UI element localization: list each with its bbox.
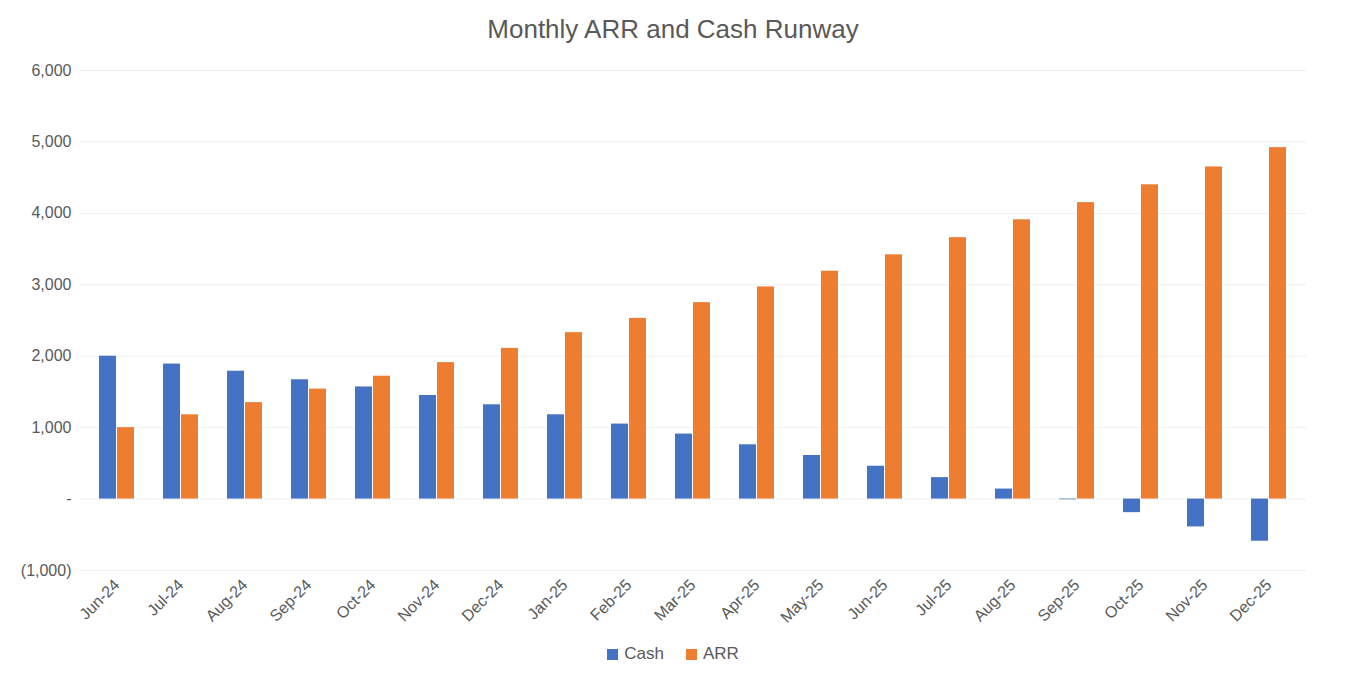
- svg-text:6,000: 6,000: [31, 62, 71, 79]
- svg-text:Nov-25: Nov-25: [1162, 576, 1211, 625]
- svg-text:1,000: 1,000: [31, 419, 71, 436]
- svg-text:Sep-25: Sep-25: [1034, 576, 1083, 625]
- svg-text:Jul-25: Jul-25: [912, 576, 955, 619]
- svg-text:Feb-25: Feb-25: [587, 576, 635, 624]
- svg-text:Jun-25: Jun-25: [844, 576, 891, 623]
- svg-text:Jan-25: Jan-25: [524, 576, 571, 623]
- svg-text:4,000: 4,000: [31, 204, 71, 221]
- svg-text:May-25: May-25: [777, 576, 827, 626]
- html-text:Cash: Cash: [624, 644, 664, 663]
- svg-text:Jun-24: Jun-24: [76, 576, 123, 623]
- svg-text:Oct-24: Oct-24: [333, 576, 379, 622]
- svg-text:Dec-25: Dec-25: [1226, 576, 1275, 625]
- svg-text:Sep-24: Sep-24: [266, 576, 315, 625]
- svg-text:Jul-24: Jul-24: [144, 576, 187, 619]
- svg-text:Dec-24: Dec-24: [458, 576, 507, 625]
- html-text:Monthly ARR and Cash Runway: Monthly ARR and Cash Runway: [487, 14, 859, 44]
- html-text:ARR: ARR: [702, 644, 739, 663]
- svg-text:Nov-24: Nov-24: [394, 576, 443, 625]
- svg-text:(1,000): (1,000): [21, 562, 72, 579]
- svg-text:3,000: 3,000: [31, 276, 71, 293]
- svg-text:5,000: 5,000: [31, 133, 71, 150]
- svg-text:Apr-25: Apr-25: [717, 576, 763, 622]
- svg-text:Aug-25: Aug-25: [970, 576, 1019, 625]
- svg-text:Mar-25: Mar-25: [651, 576, 699, 624]
- svg-text:2,000: 2,000: [31, 347, 71, 364]
- svg-text:-: -: [66, 490, 71, 507]
- svg-text:Oct-25: Oct-25: [1101, 576, 1147, 622]
- svg-text:Aug-24: Aug-24: [202, 576, 251, 625]
